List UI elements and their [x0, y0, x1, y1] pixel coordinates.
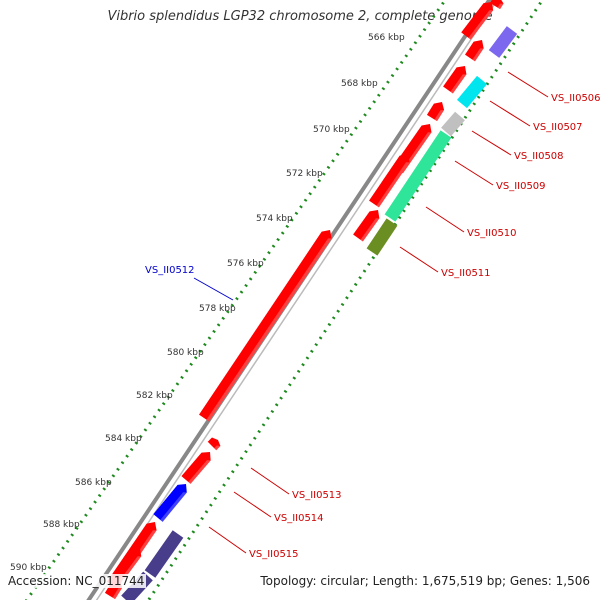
gene-body: [115, 548, 142, 579]
gene-label[interactable]: VS_II0512: [145, 265, 195, 276]
gene-label-leader: [454, 160, 494, 186]
feature-body: [441, 111, 465, 137]
gene-body: [489, 0, 504, 10]
ruler-tick-label: 570 kbp: [313, 125, 350, 135]
gene-arrow[interactable]: [115, 544, 145, 579]
features-layer: [121, 26, 518, 600]
ruler-dots: [24, 0, 448, 600]
feature-body: [366, 218, 398, 256]
feature-box[interactable]: [366, 218, 398, 256]
gene-arrow[interactable]: [207, 436, 222, 451]
gene-highlight: [450, 74, 467, 94]
gene-highlight: [122, 556, 142, 579]
gene-body: [461, 2, 494, 40]
gene-arrow[interactable]: [443, 63, 470, 94]
ruler-tick-label: 580 kbp: [167, 348, 204, 358]
gene-body: [426, 102, 445, 122]
gene-body: [181, 452, 211, 484]
gene-label-leader: [208, 526, 247, 554]
gene-label-leader: [250, 467, 290, 495]
gene-arrow[interactable]: [353, 207, 383, 242]
ruler-tick-label: 586 kbp: [75, 478, 112, 488]
gene-highlight: [468, 10, 494, 40]
gene-label-leader: [233, 491, 272, 518]
gene-label[interactable]: VS_II0507: [533, 122, 583, 133]
gene-body: [207, 437, 221, 451]
ruler-tick-label: 566 kbp: [368, 33, 405, 43]
feature-box[interactable]: [457, 75, 487, 109]
backbone-inner: [95, 0, 499, 600]
genome-summary-text: Topology: circular; Length: 1,675,519 bp…: [258, 574, 592, 588]
feature-body: [144, 530, 184, 578]
gene-label[interactable]: VS_II0513: [292, 490, 342, 501]
gene-label-leader: [399, 246, 439, 273]
gene-body: [443, 66, 467, 94]
gene-label[interactable]: VS_II0506: [551, 93, 600, 104]
gene-label-leader: [425, 206, 465, 233]
gene-arrow[interactable]: [461, 0, 497, 40]
gene-body: [153, 484, 187, 522]
gene-highlight: [206, 238, 332, 422]
gene-label[interactable]: VS_II0508: [514, 151, 564, 162]
gene-label[interactable]: VS_II0510: [467, 228, 517, 239]
gene-arrow[interactable]: [369, 151, 413, 208]
gene-label-leader: [489, 100, 531, 127]
ruler-tick-label: 582 kbp: [136, 391, 173, 401]
gene-arrow[interactable]: [181, 448, 214, 484]
ruler-tick-label: 588 kbp: [43, 520, 80, 530]
gene-arrow[interactable]: [426, 99, 447, 122]
inner-ruler-dots: [146, 0, 545, 600]
feature-body: [384, 130, 452, 222]
ruler-tick-label: 590 kbp: [10, 563, 47, 573]
feature-box[interactable]: [144, 530, 184, 578]
gene-highlight: [160, 492, 187, 522]
map-title: Vibrio splendidus LGP32 chromosome 2, co…: [107, 9, 493, 24]
gene-highlight: [360, 218, 380, 242]
backbone: [86, 0, 499, 600]
gene-highlight: [214, 445, 221, 451]
ruler-labels: 566 kbp 568 kbp 570 kbp 572 kbp 574 kbp 576 k…: [10, 33, 405, 573]
inner-ruler-line: [146, 0, 545, 600]
feature-box[interactable]: [441, 111, 465, 137]
feature-body: [488, 26, 518, 58]
ruler-tick-label: 568 kbp: [341, 79, 378, 89]
feature-box[interactable]: [488, 26, 518, 58]
gene-body: [353, 210, 380, 242]
ruler-tick-label: 572 kbp: [286, 169, 323, 179]
gene-label[interactable]: VS_II0509: [496, 181, 546, 192]
gene-highlight: [472, 48, 484, 62]
feature-body: [457, 75, 487, 109]
ruler-tick-label: 574 kbp: [256, 214, 293, 224]
gene-highlight: [188, 460, 211, 484]
gene-label[interactable]: VS_II0514: [274, 513, 324, 524]
gene-label-leader: [507, 71, 549, 98]
gene-arrow[interactable]: [153, 480, 190, 522]
gene-body: [199, 230, 332, 422]
gene-body: [369, 154, 410, 208]
gene-highlight: [497, 3, 504, 10]
gene-highlight: [376, 162, 410, 208]
ruler-tick-label: 584 kbp: [105, 434, 142, 444]
gene-label[interactable]: VS_II0511: [441, 268, 491, 279]
gene-arrow[interactable]: [465, 37, 487, 62]
genes-layer: [104, 0, 505, 600]
outer-ruler-line: [24, 0, 448, 600]
gene-body: [465, 40, 484, 62]
gene-labels-layer: VS_II0506 VS_II0507 VS_II0508 VS_II0509 VS_I…: [145, 71, 600, 560]
gene-highlight: [112, 587, 123, 600]
gene-label-leader: [193, 277, 234, 301]
accession-text: Accession: NC_011744: [6, 574, 147, 588]
gene-label-leader: [471, 130, 512, 156]
ruler-tick-label: 576 kbp: [227, 259, 264, 269]
gene-arrow[interactable]: [199, 227, 335, 422]
gene-highlight: [434, 109, 445, 122]
ruler-tick-label: 578 kbp: [199, 304, 236, 314]
gene-label[interactable]: VS_II0515: [249, 549, 299, 560]
feature-box[interactable]: [384, 130, 452, 222]
gene-arrow[interactable]: [489, 0, 505, 10]
